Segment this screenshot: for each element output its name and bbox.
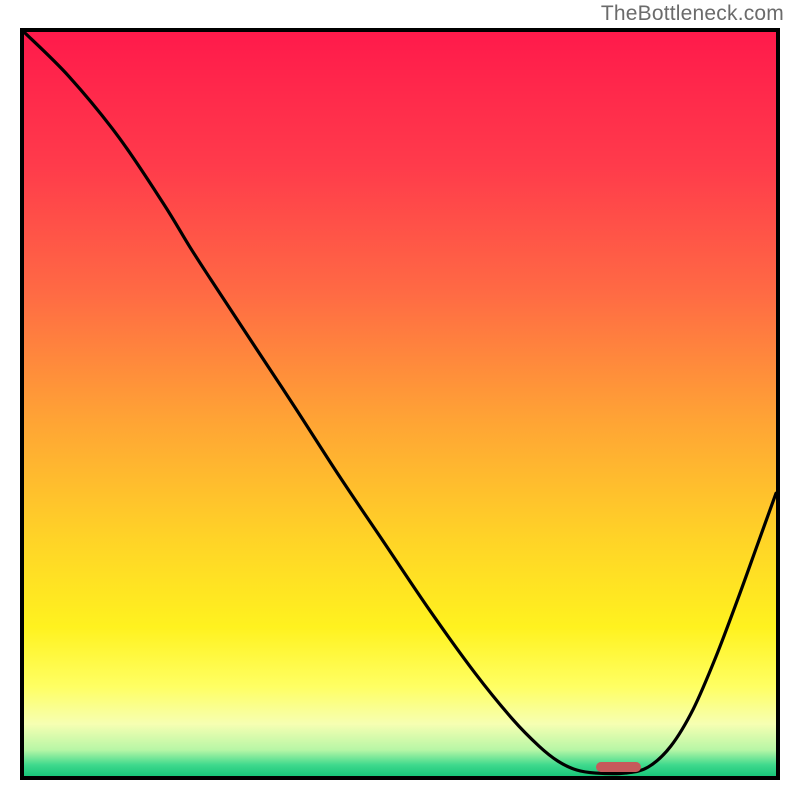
- curve-path: [24, 32, 776, 774]
- bottleneck-curve: [24, 32, 776, 776]
- watermark-text: TheBottleneck.com: [601, 2, 784, 26]
- optimal-marker: [596, 762, 641, 772]
- chart-frame: [20, 28, 780, 780]
- chart-stage: TheBottleneck.com: [0, 0, 800, 800]
